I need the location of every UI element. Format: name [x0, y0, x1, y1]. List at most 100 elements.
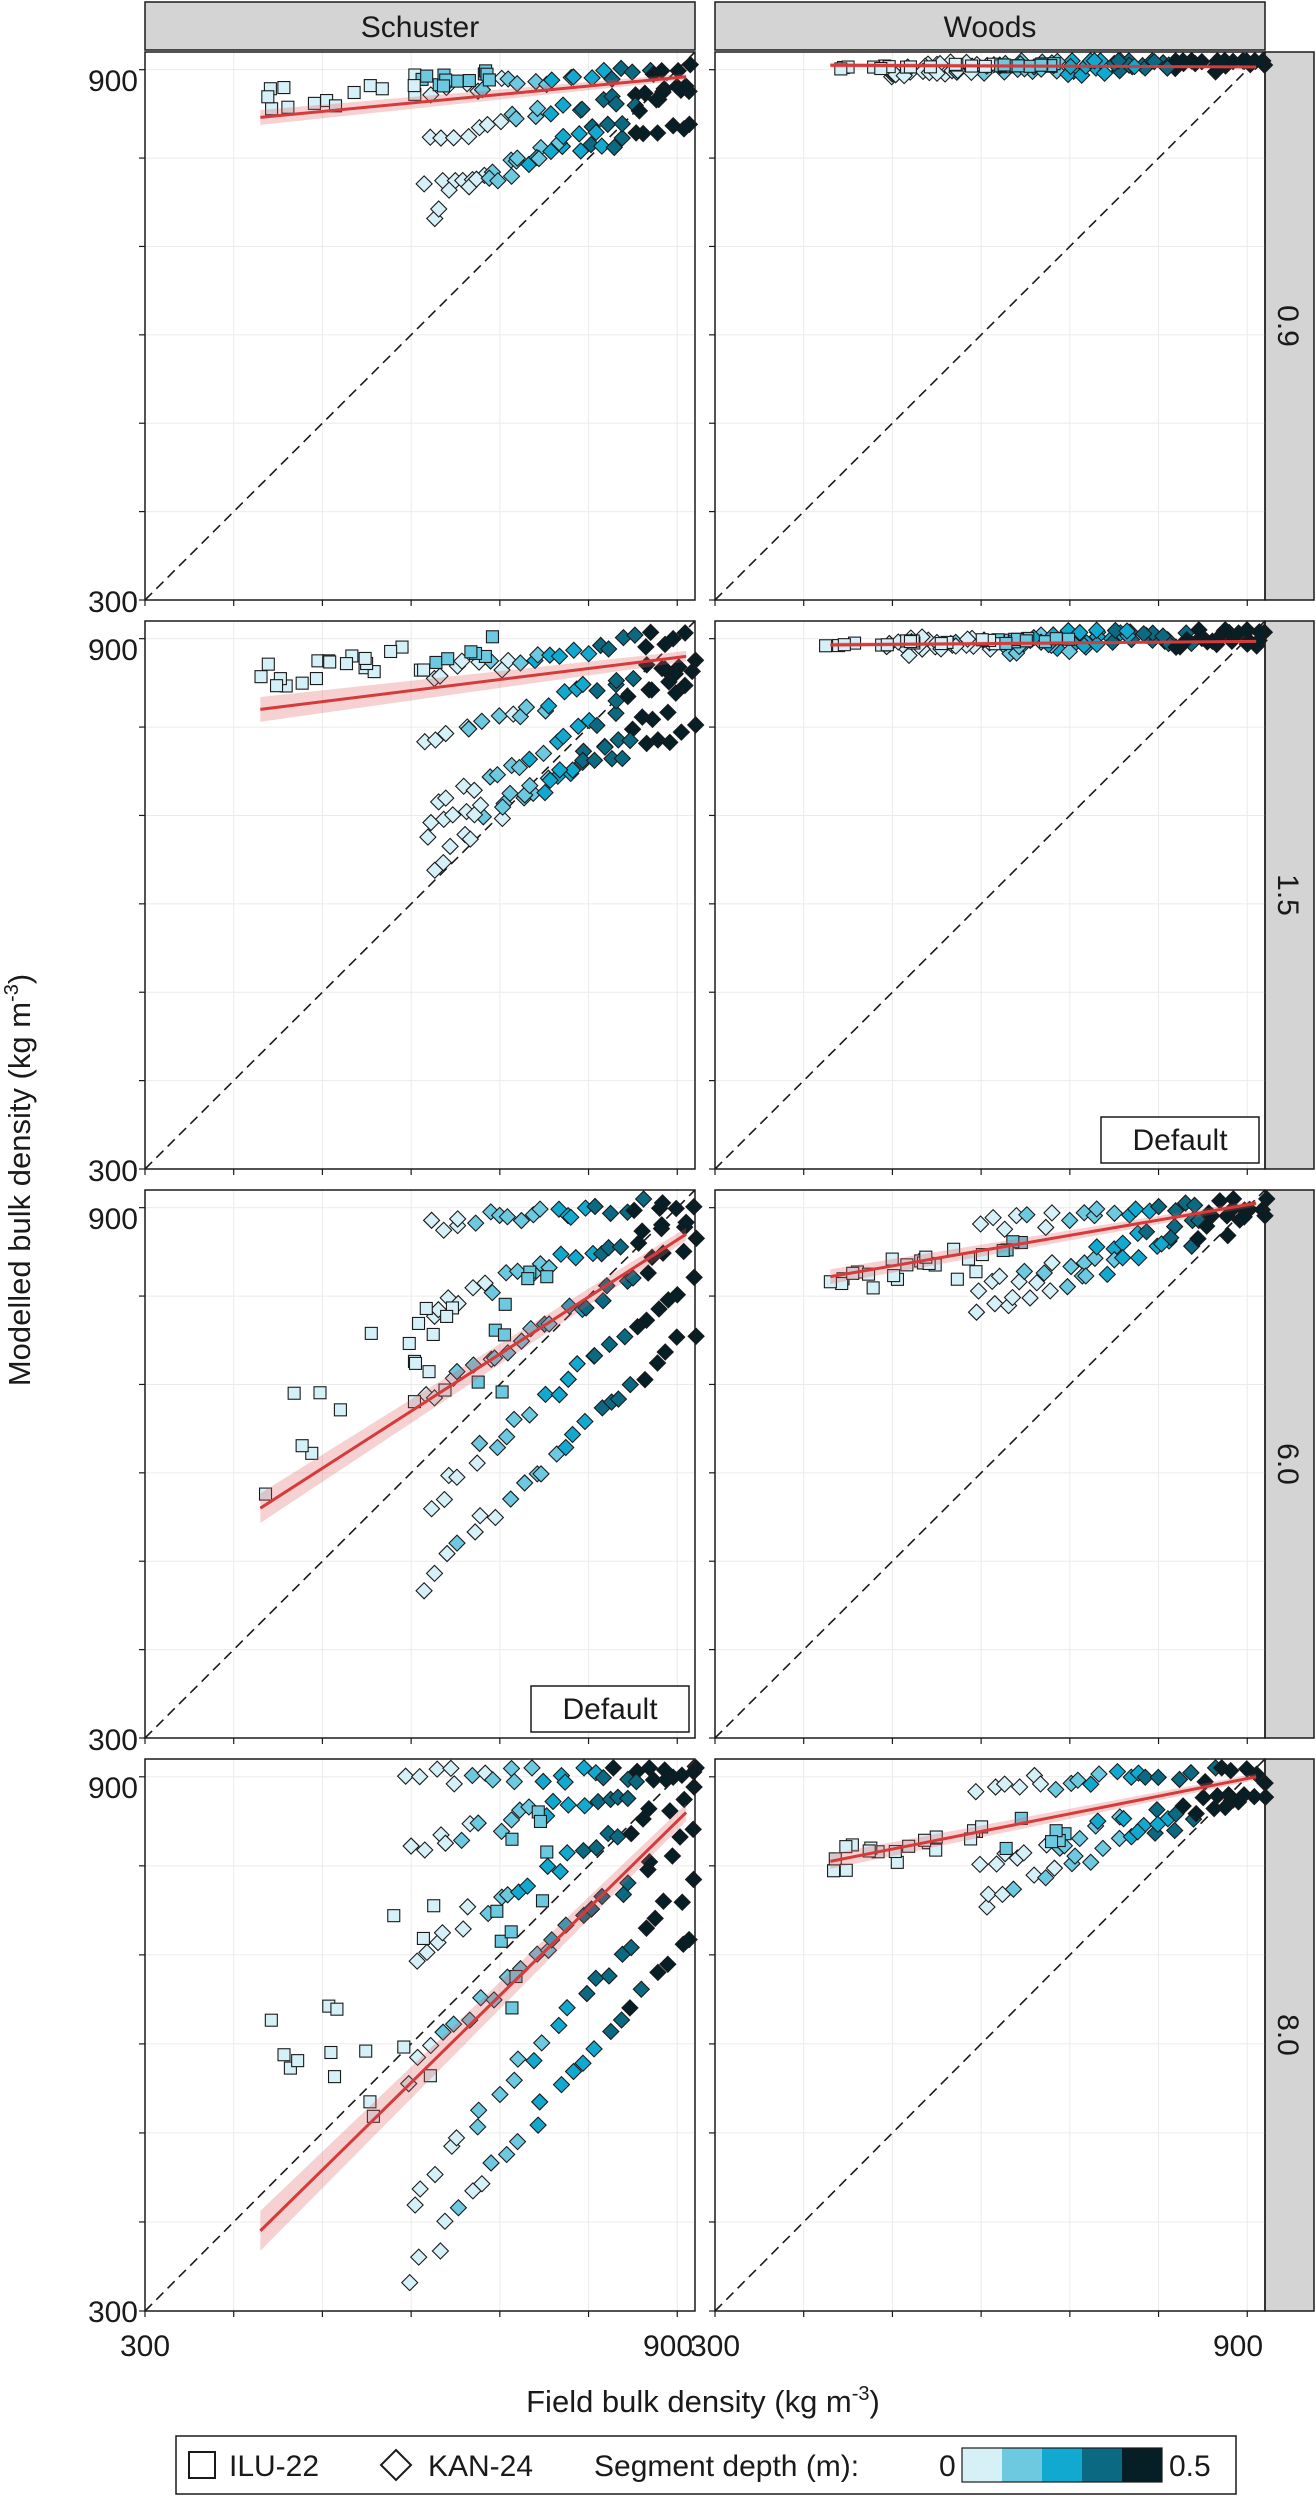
ilu22-point	[535, 1894, 550, 1908]
kan24-point	[552, 1245, 570, 1263]
panel-border	[714, 51, 1266, 601]
kan24-point	[971, 1215, 990, 1233]
kan24-point	[593, 137, 611, 155]
ilu22-point	[402, 1336, 416, 1351]
kan24-point	[536, 783, 554, 802]
kan24-point	[577, 1299, 595, 1317]
ilu22-point	[311, 654, 325, 668]
ilu22-point	[411, 1316, 426, 1330]
kan24-point	[587, 1839, 606, 1857]
row-strip-label-0-9: 0.9	[1271, 305, 1304, 347]
kan24-point	[1021, 1289, 1039, 1307]
kan24-point	[534, 744, 553, 763]
kan24-point	[436, 1834, 455, 1852]
ilu22-point	[866, 1281, 880, 1295]
kan24-point	[1066, 1847, 1084, 1865]
kan24-point	[471, 1988, 490, 2007]
ilu22-point	[363, 2095, 377, 2109]
ilu22-point	[408, 1356, 423, 1370]
kan24-point	[633, 1222, 651, 1240]
kan24-point	[676, 624, 694, 642]
ilu22-point	[441, 652, 455, 666]
kan24-point	[488, 1438, 507, 1457]
kan24-point	[431, 667, 449, 685]
row-strip-1-5	[1264, 620, 1315, 1170]
kan24-point	[684, 1820, 702, 1839]
kan24-point	[684, 1870, 703, 1889]
kan24-point	[664, 629, 682, 648]
kan24-point	[505, 2071, 524, 2090]
kan24-point	[1081, 1853, 1100, 1872]
kan24-point	[630, 102, 649, 120]
kan24-point	[461, 830, 480, 848]
kan24-point	[1166, 1202, 1185, 1220]
kan24-point	[1149, 1768, 1168, 1787]
kan24-point	[411, 2180, 429, 2198]
kan24-point	[550, 647, 569, 666]
panel-border	[144, 51, 696, 601]
kan24-point	[488, 765, 507, 784]
kan24-point	[448, 1534, 466, 1552]
kan24-point	[1174, 1797, 1192, 1815]
kan24-point	[1129, 1248, 1148, 1267]
kan24-point	[497, 1427, 516, 1446]
ilu22-point	[395, 640, 409, 654]
kan24-point	[1219, 1226, 1237, 1245]
kan24-point	[512, 1211, 531, 1230]
kan24-point	[542, 105, 560, 123]
kan24-point	[448, 1468, 466, 1487]
kan24-point	[661, 1802, 679, 1820]
kan24-point	[654, 83, 672, 101]
kan24-point	[520, 750, 539, 769]
ilu22-point	[324, 2045, 338, 2060]
one-to-one-line	[144, 1189, 696, 1739]
panel-schuster-6-0: Default	[139, 1189, 706, 1744]
kan24-point	[1086, 1249, 1104, 1268]
kan24-point	[511, 654, 530, 672]
kan24-point	[1235, 1786, 1253, 1804]
kan24-point	[1149, 1197, 1168, 1216]
fit-line	[260, 75, 687, 119]
row-strip-6-0	[1264, 1189, 1315, 1739]
kan24-point	[529, 2116, 547, 2134]
kan24-point	[1082, 1775, 1100, 1793]
kan24-point	[654, 1244, 672, 1262]
kan24-point	[984, 1208, 1002, 1227]
ilu22-point	[482, 73, 496, 87]
kan24-point	[1062, 1257, 1080, 1276]
kan24-point	[587, 1969, 605, 1988]
kan24-point	[473, 2174, 491, 2193]
kan24-point	[539, 1941, 558, 1960]
row-strip-label-8-0: 8.0	[1271, 2014, 1304, 2056]
ilu22-point	[426, 1327, 440, 1342]
kan24-point	[505, 1772, 524, 1791]
kan24-point	[599, 640, 618, 658]
row-strip-label-1-5: 1.5	[1271, 874, 1304, 916]
kan24-point	[539, 697, 558, 715]
kan24-point	[677, 77, 695, 95]
kan24-point	[607, 95, 625, 113]
kan24-point	[667, 1328, 686, 1346]
column-strip-woods	[714, 1, 1266, 51]
kan24-point	[1035, 1264, 1054, 1282]
kan24-point	[622, 1824, 640, 1843]
kan24-point	[508, 2132, 527, 2151]
kan24-point	[562, 1208, 580, 1227]
kan24-point	[418, 1943, 436, 1962]
panel-schuster-8-0	[139, 1758, 705, 2317]
fit-line	[259, 1232, 687, 1510]
x-tick-label-900-schuster: 900	[643, 2330, 693, 2363]
kan24-point	[596, 738, 614, 756]
kan24-point	[556, 1773, 574, 1791]
row-strip-label-6-0: 6.0	[1271, 1443, 1304, 1485]
kan24-point	[661, 733, 679, 752]
kan24-point	[452, 1831, 471, 1850]
kan24-point	[497, 2145, 516, 2164]
kan24-point	[421, 2036, 440, 2055]
ilu22-point	[540, 1270, 554, 1284]
ilu22-point	[423, 2069, 437, 2083]
fit-line	[830, 1775, 1257, 1863]
kan24-point	[466, 1523, 484, 1541]
ilu22-point	[504, 1925, 518, 1939]
kan24-point	[464, 1356, 483, 1374]
